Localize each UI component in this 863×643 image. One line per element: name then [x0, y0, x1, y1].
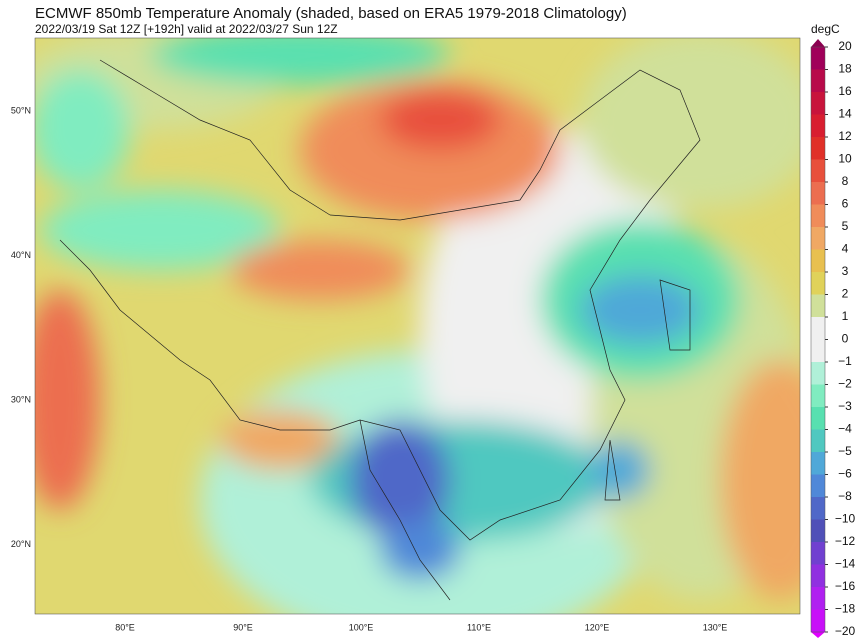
colorbar-label: −4: [838, 422, 852, 436]
colorbar-bin: [811, 497, 825, 520]
colorbar-bin: [811, 227, 825, 250]
lat-label: 50°N: [11, 105, 31, 115]
colorbar-bin: [811, 92, 825, 115]
colorbar-label: 16: [838, 84, 852, 98]
colorbar-label: 12: [838, 129, 852, 143]
colorbar-bin: [811, 339, 825, 363]
colorbar-label: 0: [842, 332, 849, 346]
colorbar-label: −18: [835, 602, 856, 616]
colorbar-unit: degC: [811, 22, 840, 36]
subtitle: 2022/03/19 Sat 12Z [+192h] valid at 2022…: [35, 22, 338, 36]
colorbar-label: −10: [835, 512, 856, 526]
colorbar-label: 6: [842, 197, 849, 211]
colorbar-bin: [811, 587, 825, 610]
lon-label: 130°E: [703, 622, 728, 632]
colorbar-label: 4: [842, 242, 849, 256]
colorbar-bin: [811, 294, 825, 318]
colorbar-label: −3: [838, 399, 852, 413]
colorbar-label: 5: [842, 219, 849, 233]
map-frame: [34, 37, 801, 615]
lat-label: 30°N: [11, 394, 31, 404]
lon-label: 90°E: [233, 622, 253, 632]
colorbar-extend: [811, 39, 825, 47]
colorbar-bin: [811, 137, 825, 160]
colorbar-bin: [811, 47, 825, 70]
colorbar-label: 2: [842, 287, 849, 301]
colorbar-bin: [811, 519, 825, 543]
colorbar-bin: [811, 159, 825, 183]
colorbar-bin: [811, 114, 825, 138]
colorbar-bin: [811, 384, 825, 408]
colorbar-bin: [811, 609, 825, 633]
colorbar-label: −20: [835, 624, 856, 638]
colorbar-label: 3: [842, 264, 849, 278]
colorbar-frame: [810, 46, 826, 633]
colorbar-bin: [811, 542, 825, 565]
colorbar-label: −12: [835, 534, 856, 548]
colorbar-bin: [811, 429, 825, 453]
colorbar-label: 10: [838, 152, 852, 166]
colorbar-bin: [811, 272, 825, 295]
colorbar-label: 20: [838, 39, 852, 53]
colorbar-label: 18: [838, 62, 852, 76]
colorbar-bin: [811, 407, 825, 430]
lon-label: 110°E: [467, 622, 491, 632]
map: [35, 38, 800, 614]
title: ECMWF 850mb Temperature Anomaly (shaded,…: [35, 5, 627, 22]
colorbar-extend: [811, 632, 825, 638]
lat-label: 40°N: [11, 250, 31, 260]
colorbar-label: 8: [842, 174, 849, 188]
colorbar-label: −14: [835, 557, 856, 571]
colorbar-label: 14: [838, 107, 852, 121]
colorbar-label: −16: [835, 579, 856, 593]
colorbar-bin: [811, 249, 825, 273]
colorbar-bin: [811, 362, 825, 385]
colorbar-label: −1: [838, 354, 852, 368]
lat-label: 20°N: [11, 539, 31, 549]
colorbar-bin: [811, 69, 825, 93]
colorbar-bin: [811, 564, 825, 588]
colorbar-bin: [811, 474, 825, 498]
colorbar-bin: [811, 204, 825, 228]
lon-label: 100°E: [349, 622, 374, 632]
colorbar-label: 1: [842, 309, 849, 323]
colorbar-bin: [811, 182, 825, 205]
colorbar-label: −6: [838, 467, 852, 481]
colorbar-bin: [811, 452, 825, 475]
colorbar-label: −8: [838, 489, 852, 503]
colorbar-label: −5: [838, 444, 852, 458]
colorbar-label: −2: [838, 377, 852, 391]
lon-label: 80°E: [115, 622, 135, 632]
colorbar-bin: [811, 317, 825, 340]
lon-label: 120°E: [585, 622, 610, 632]
